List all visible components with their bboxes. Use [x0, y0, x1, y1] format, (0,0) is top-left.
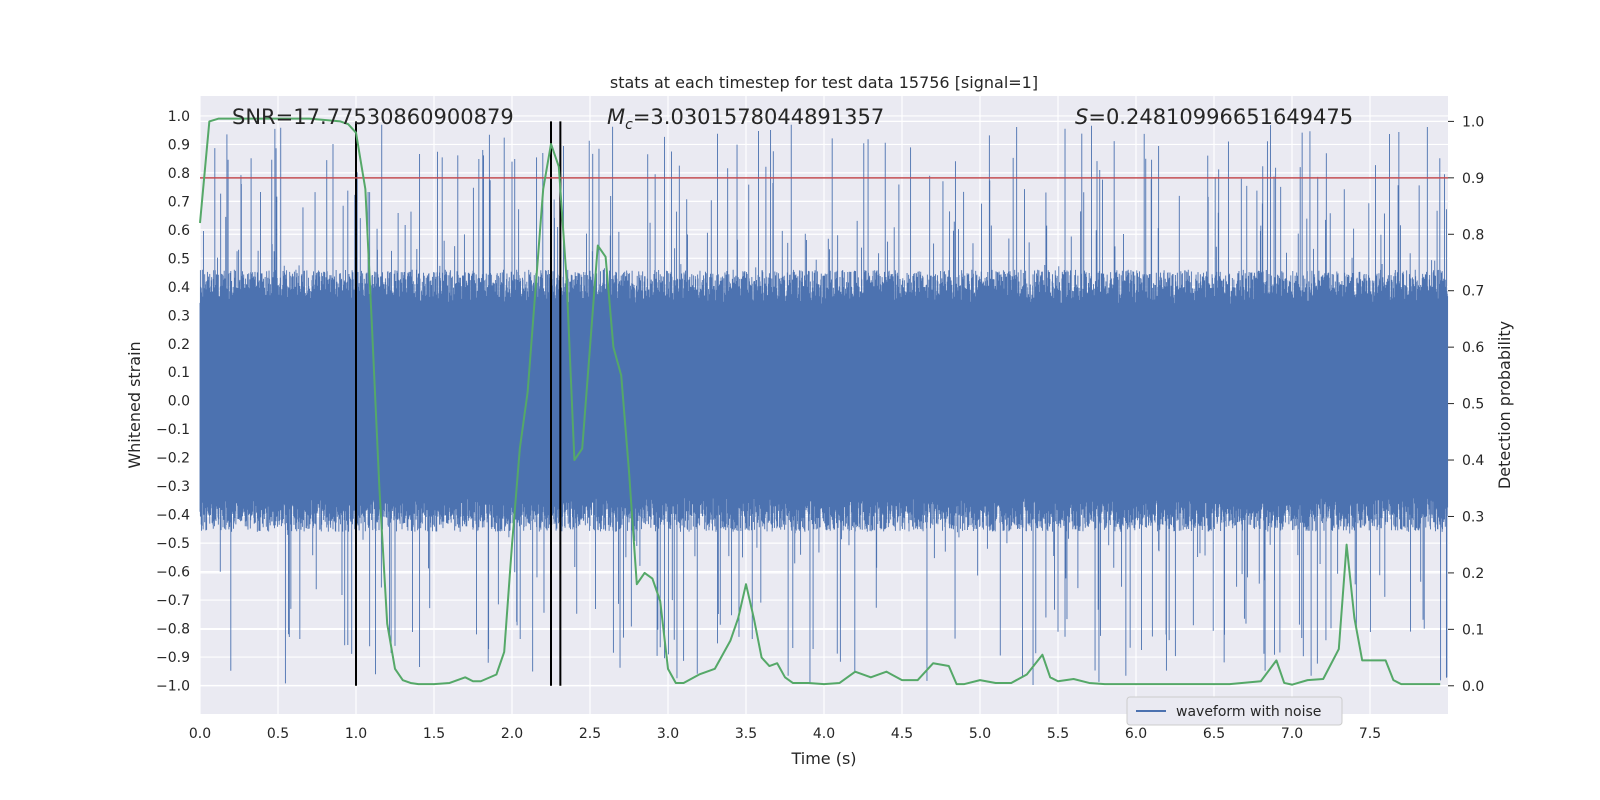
y-left-tick-label: 0.1 [168, 365, 190, 381]
y-left-tick-label: 0.7 [168, 194, 190, 210]
y-left-tick-label: −0.1 [156, 422, 190, 438]
y-left-tick-label: −0.3 [156, 479, 190, 495]
legend: waveform with noise [1127, 697, 1342, 725]
y-left-tick-label: −0.5 [156, 536, 190, 552]
y-left-tick-label: 0.0 [168, 394, 190, 410]
y-left-tick-label: 0.9 [168, 137, 190, 153]
y-left-tick-label: 1.0 [168, 109, 190, 125]
x-tick-label: 1.5 [423, 726, 445, 742]
y-left-tick-label: −1.0 [156, 679, 190, 695]
x-tick-label: 0.0 [189, 726, 211, 742]
y-right-tick-label: 0.3 [1462, 509, 1484, 525]
y-axis-label-left: Whitened strain [125, 341, 144, 468]
x-tick-label: 7.5 [1359, 726, 1381, 742]
x-tick-label: 7.0 [1281, 726, 1303, 742]
legend-label-waveform: waveform with noise [1176, 704, 1321, 720]
x-tick-label: 1.0 [345, 726, 367, 742]
y-right-tick-label: 0.0 [1462, 679, 1484, 695]
y-right-tick-label: 0.6 [1462, 340, 1484, 356]
y-left-tick-label: 0.4 [168, 280, 190, 296]
y-left-tick-label: −0.8 [156, 622, 190, 638]
y-left-tick-label: 0.3 [168, 308, 190, 324]
y-left-ticks: 1.0 0.9 0.8 0.7 0.6 0.5 0.4 0.3 0.2 0.1 0.0 −0.1 −0.… [156, 109, 190, 695]
y-right-tick-label: 0.4 [1462, 453, 1484, 469]
y-left-tick-label: −0.9 [156, 650, 190, 666]
x-tick-label: 6.0 [1125, 726, 1147, 742]
x-ticks: 0.0 0.5 1.0 1.5 2.0 2.5 3.0 3.5 4.0 4.5 5.0 5.5 6.0 6… [189, 726, 1381, 742]
x-tick-label: 2.5 [579, 726, 601, 742]
x-tick-label: 5.5 [1047, 726, 1069, 742]
x-tick-label: 6.5 [1203, 726, 1225, 742]
y-left-tick-label: 0.2 [168, 337, 190, 353]
y-right-ticks: 1.0 0.9 0.8 0.7 0.6 0.5 0.4 0.3 0.2 0.1 0.0 [1448, 114, 1484, 694]
s-value: =0.24810996651649475 [1088, 105, 1353, 129]
x-tick-label: 5.0 [969, 726, 991, 742]
y-left-tick-label: −0.2 [156, 451, 190, 467]
y-right-tick-label: 1.0 [1462, 114, 1484, 130]
y-right-tick-label: 0.1 [1462, 622, 1484, 638]
y-left-tick-label: 0.8 [168, 166, 190, 182]
chart-title: stats at each timestep for test data 157… [610, 73, 1038, 92]
y-left-tick-label: 0.5 [168, 251, 190, 267]
y-right-tick-label: 0.9 [1462, 171, 1484, 187]
y-left-tick-label: −0.6 [156, 565, 190, 581]
x-tick-label: 0.5 [267, 726, 289, 742]
x-tick-label: 3.0 [657, 726, 679, 742]
y-right-tick-label: 0.5 [1462, 397, 1484, 413]
x-axis-label: Time (s) [790, 749, 856, 768]
s-symbol: S [1075, 105, 1088, 129]
mc-symbol: M [607, 105, 625, 129]
y-right-tick-label: 0.2 [1462, 566, 1484, 582]
y-left-tick-label: 0.6 [168, 223, 190, 239]
y-axis-label-right: Detection probability [1495, 321, 1514, 489]
y-right-tick-label: 0.8 [1462, 227, 1484, 243]
x-tick-label: 4.5 [891, 726, 913, 742]
x-tick-label: 4.0 [813, 726, 835, 742]
snr-annotation: SNR=17.77530860900879 [232, 105, 514, 129]
x-tick-label: 3.5 [735, 726, 757, 742]
y-left-tick-label: −0.7 [156, 593, 190, 609]
mc-annotation: Mc=3.0301578044891357 [607, 105, 884, 133]
s-annotation: S=0.24810996651649475 [1075, 105, 1353, 129]
mc-value: =3.0301578044891357 [633, 105, 884, 129]
x-tick-label: 2.0 [501, 726, 523, 742]
y-right-tick-label: 0.7 [1462, 284, 1484, 300]
y-left-tick-label: −0.4 [156, 508, 190, 524]
